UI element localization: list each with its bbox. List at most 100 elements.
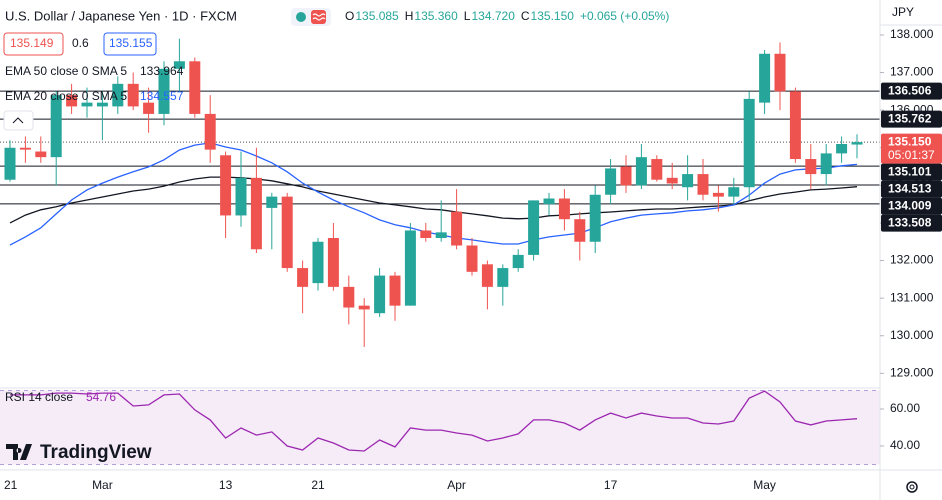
candle-body — [712, 192, 724, 197]
badge-label: 136.506 — [888, 83, 932, 97]
x-tick-label: Mar — [92, 478, 113, 492]
candle-body — [528, 200, 540, 255]
collapse-button[interactable] — [3, 110, 34, 131]
y-tick-label: 130.000 — [890, 328, 934, 342]
candle-body — [728, 187, 740, 197]
rsi-tick-label: 40.00 — [890, 438, 920, 452]
ohlc-key: H — [405, 9, 414, 23]
badge-label: 135.150 — [888, 134, 932, 148]
level-badge — [881, 197, 942, 215]
candle-body — [374, 275, 386, 314]
sell-button[interactable] — [3, 32, 64, 56]
rsi-legend-name: RSI 14 close — [5, 390, 73, 404]
sell-price: 135.149 — [10, 36, 54, 50]
y-tick-label: 129.000 — [890, 366, 934, 380]
x-tick-label: Apr — [447, 478, 466, 492]
candle-body — [605, 168, 617, 195]
candle-body — [220, 155, 232, 216]
x-tick-label: 21 — [311, 478, 325, 492]
candle-body — [574, 219, 586, 242]
candle-body — [173, 61, 185, 69]
candle-body — [66, 95, 78, 107]
candle-body — [81, 102, 93, 107]
y-tick-label: 138.000 — [890, 27, 934, 41]
legend-name: EMA 20 close 0 SMA 5 — [5, 89, 127, 103]
candle-body — [158, 68, 170, 114]
candle-body — [805, 159, 817, 175]
candle-body — [312, 241, 324, 284]
logo-mark — [6, 444, 32, 460]
logo: TradingView — [6, 442, 152, 463]
candle-body — [836, 143, 848, 154]
rsi-tick-label: 60.00 — [890, 401, 920, 415]
ohlc-change: +0.065 (+0.05%) — [580, 9, 669, 23]
y-tick-label: 132.000 — [890, 253, 934, 267]
candle-body — [19, 147, 31, 150]
candle-body — [682, 174, 694, 188]
candle-body — [759, 53, 771, 103]
ohlc-value: 135.150 — [531, 9, 575, 23]
ohlc-value: 135.085 — [355, 9, 399, 23]
legend-value: 133.964 — [140, 64, 184, 78]
candle-body — [4, 147, 16, 180]
candle-body — [743, 98, 755, 188]
candle-body — [50, 95, 62, 158]
candle-body — [697, 174, 709, 195]
candle-body — [389, 275, 401, 306]
x-tick-label: May — [753, 478, 776, 492]
level-badge — [881, 110, 942, 128]
candle-body — [635, 157, 647, 186]
logo-text: TradingView — [40, 442, 152, 463]
collapse-icon — [12, 117, 24, 124]
badge-label: 134.009 — [888, 198, 932, 212]
data-icon — [311, 10, 326, 24]
candle-body — [127, 83, 139, 107]
candle-body — [358, 305, 370, 310]
settings-icon[interactable] — [906, 481, 918, 493]
candle-body — [96, 102, 108, 107]
candle-body — [35, 151, 47, 158]
current-price-badge — [881, 133, 942, 164]
candle-body — [789, 91, 801, 160]
market-open-icon — [296, 12, 306, 22]
candle-body — [112, 83, 124, 107]
candle-body — [651, 159, 663, 180]
x-tick-label: 17 — [604, 478, 618, 492]
legend-name: EMA 50 close 0 SMA 5 — [5, 64, 127, 78]
y-tick-label: 137.000 — [890, 65, 934, 79]
ema-line — [9, 142, 858, 246]
ohlc-value: 135.360 — [414, 9, 458, 23]
candle-body — [281, 196, 293, 269]
candle-body — [497, 268, 509, 287]
level-badge — [881, 214, 942, 232]
ema-line — [9, 176, 858, 224]
badge-label: 133.508 — [888, 215, 932, 229]
candle-body — [327, 237, 339, 287]
candle-body — [435, 232, 447, 238]
gear-hub — [909, 484, 915, 490]
candle-body — [297, 268, 309, 287]
candle-body — [204, 113, 216, 150]
candle-body — [512, 254, 524, 269]
level-badge — [881, 180, 942, 198]
level-badge — [881, 82, 942, 100]
candle-body — [189, 61, 201, 114]
rsi-line — [10, 390, 858, 452]
legend: EMA 50 close 0 SMA 5 133.964 EMA 20 close … — [5, 64, 184, 404]
candle-body — [820, 153, 832, 175]
candle-body — [420, 230, 432, 238]
symbol-title: U.S. Dollar / Japanese Yen · 1D · FXCM — [5, 8, 237, 23]
ohlc-value: 134.720 — [471, 9, 515, 23]
candle-body — [235, 177, 247, 216]
candle-body — [774, 53, 786, 92]
candle-body — [620, 166, 632, 186]
candle-body — [543, 198, 555, 205]
legend-value: 134.557 — [140, 89, 184, 103]
buy-button[interactable] — [103, 32, 157, 56]
currency[interactable]: JPY — [892, 5, 914, 19]
candle-body — [143, 102, 155, 114]
rsi-legend-value: 54.76 — [86, 390, 116, 404]
ohlc-values: O 135.085 H 135.360 L 134.720 C 135.150 +0.065 (… — [345, 9, 669, 23]
ohlc-key: C — [521, 9, 530, 23]
